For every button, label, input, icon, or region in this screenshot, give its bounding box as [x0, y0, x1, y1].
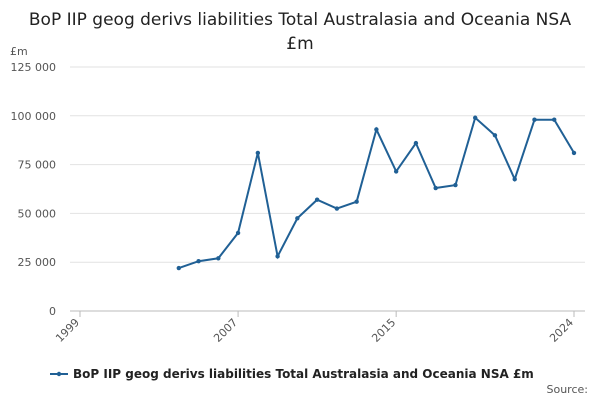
x-tick-label: 2007	[211, 316, 240, 345]
y-tick-label: 100 000	[11, 110, 57, 123]
y-axis-unit: £m	[10, 45, 28, 58]
y-tick-label: 50 000	[18, 207, 57, 220]
data-point	[512, 177, 517, 182]
y-tick-label: 75 000	[18, 159, 57, 172]
x-tick-label: 2024	[547, 316, 576, 345]
data-point	[532, 117, 537, 122]
data-point	[374, 127, 379, 132]
data-point	[413, 140, 419, 146]
x-tick-label: 1999	[53, 316, 82, 345]
data-point	[571, 150, 577, 156]
data-point	[314, 197, 320, 202]
chart-title: BoP IIP geog derivs liabilities Total Au…	[28, 10, 572, 54]
data-point	[473, 115, 478, 120]
data-point	[453, 182, 458, 188]
x-tick-label: 2015	[369, 316, 398, 345]
data-point	[255, 150, 261, 156]
y-tick-label: 0	[49, 305, 56, 318]
source-label: Source:	[547, 383, 589, 396]
data-point	[176, 265, 181, 271]
data-point	[295, 216, 300, 221]
data-point	[235, 230, 241, 236]
data-point	[196, 259, 201, 264]
data-point	[334, 206, 340, 211]
data-point	[492, 133, 498, 138]
data-point	[275, 254, 280, 259]
legend-marker	[56, 371, 62, 377]
data-point	[552, 117, 557, 122]
y-tick-label: 125 000	[11, 61, 57, 74]
y-tick-label: 25 000	[18, 256, 57, 269]
legend-label: BoP IIP geog derivs liabilities Total Au…	[73, 367, 534, 381]
series-line	[178, 115, 575, 270]
data-point	[433, 185, 438, 191]
data-point	[216, 256, 221, 261]
data-point	[393, 169, 399, 174]
data-point	[354, 199, 359, 204]
